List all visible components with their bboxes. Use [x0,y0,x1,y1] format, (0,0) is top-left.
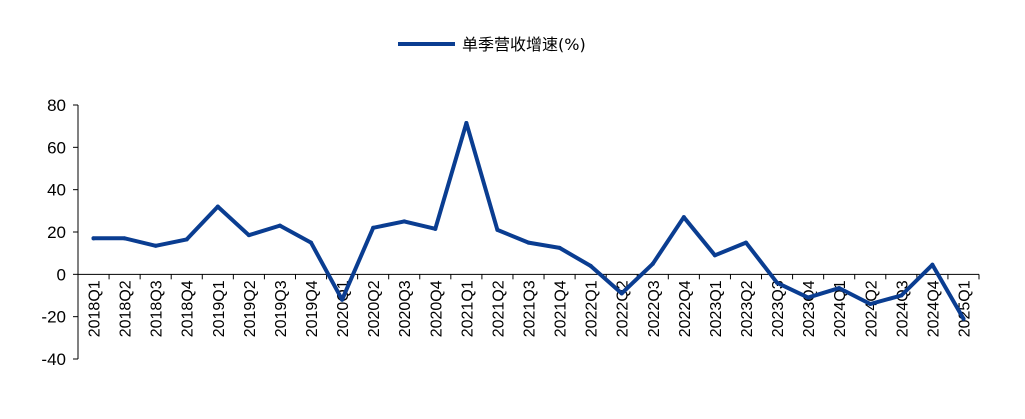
y-tick-label: -40 [41,350,66,369]
series-layer [91,120,966,321]
data-point [712,253,717,258]
data-point [775,280,780,285]
data-point [433,226,438,231]
data-point [153,243,158,248]
x-tick-label: 2018Q1 [87,280,104,337]
x-tick-label: 2022Q4 [677,280,694,337]
x-tick-label: 2020Q2 [366,280,383,337]
x-tick-label: 2025Q1 [956,280,973,337]
data-point [371,225,376,230]
data-point [526,240,531,245]
x-tick-label: 2023Q2 [739,280,756,337]
data-point [277,223,282,228]
x-tick-label: 2021Q1 [459,280,476,337]
x-tick-label: 2019Q3 [273,280,290,337]
data-point [930,262,935,267]
x-tick-label: 2019Q1 [211,280,228,337]
data-point [122,236,127,241]
legend-label: 单季营收增速(%) [462,35,586,54]
data-point [743,240,748,245]
data-point [837,286,842,291]
data-point [464,120,469,125]
x-tick-label: 2018Q3 [149,280,166,337]
y-tick-label: -20 [41,308,66,327]
x-tick-label: 2023Q3 [770,280,787,337]
data-point [246,233,251,238]
y-tick-label: 0 [57,265,66,284]
x-tick-label: 2018Q2 [118,280,135,337]
data-point [681,215,686,220]
data-point [961,316,966,321]
x-tick-label: 2021Q3 [522,280,539,337]
data-point [340,297,345,302]
y-tick-label: 80 [47,96,66,115]
x-tick-label: 2023Q1 [708,280,725,337]
x-tick-label: 2021Q2 [490,280,507,337]
x-axis-ticks: 2018Q1 2018Q2 2018Q3 2018Q4 2019Q1 2019Q2 2019… [77,274,980,337]
data-point [899,293,904,298]
y-tick-label: 60 [47,138,66,157]
data-point [650,261,655,266]
x-tick-label: 2019Q2 [242,280,259,337]
data-point [495,227,500,232]
data-point [619,291,624,296]
x-tick-label: 2023Q4 [801,280,818,337]
x-tick-label: 2020Q4 [428,280,445,337]
data-point [215,204,220,209]
data-point [184,237,189,242]
data-point [557,245,562,250]
x-tick-label: 2022Q1 [584,280,601,337]
data-point [402,219,407,224]
data-point [806,295,811,300]
x-tick-label: 2022Q2 [615,280,632,337]
y-axis-ticks: 80 60 40 20 0 -20 -40 [41,96,78,369]
x-tick-label: 2022Q3 [646,280,663,337]
x-tick-label: 2018Q4 [180,280,197,337]
data-point [868,301,873,306]
y-tick-label: 40 [47,181,66,200]
x-tick-label: 2024Q4 [925,280,942,337]
data-point [91,236,96,241]
legend: 单季营收增速(%) [398,35,586,54]
y-tick-label: 20 [47,223,66,242]
data-point [309,240,314,245]
x-tick-label: 2019Q4 [304,280,321,337]
x-tick-label: 2024Q1 [832,280,849,337]
x-tick-label: 2024Q2 [863,280,880,337]
x-tick-label: 2020Q3 [397,280,414,337]
data-point [588,263,593,268]
x-tick-label: 2021Q4 [553,280,570,337]
